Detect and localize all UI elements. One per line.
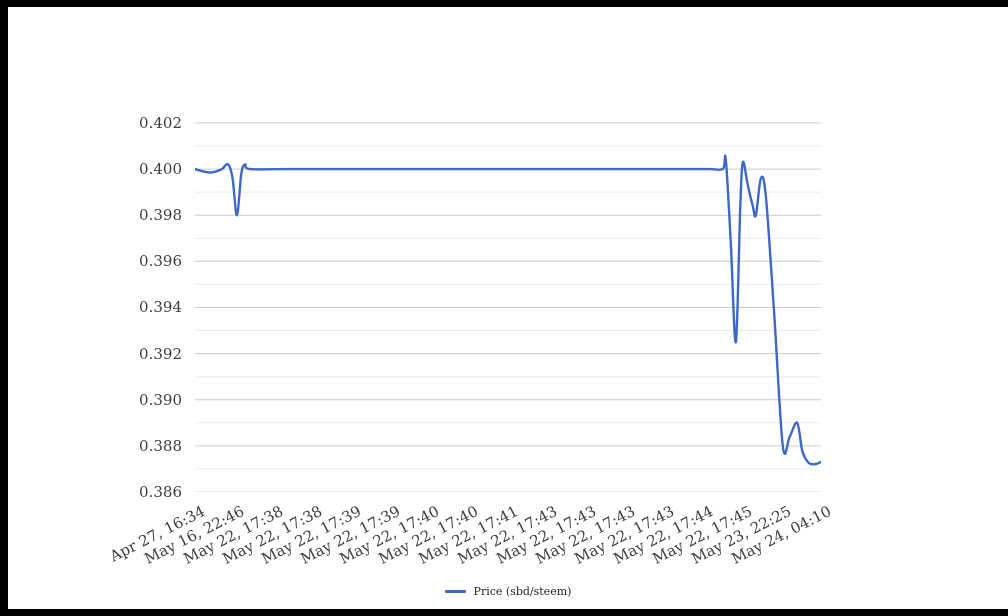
price-line-chart xyxy=(195,122,821,492)
y-axis-label: 0.394 xyxy=(139,298,182,317)
y-axis-label: 0.402 xyxy=(139,113,182,132)
legend-line-swatch xyxy=(444,589,466,593)
chart-canvas: 0.402 0.400 0.398 0.396 0.394 0.392 0.390 0.388… xyxy=(8,7,1008,609)
y-axis-label: 0.396 xyxy=(139,252,182,271)
y-axis-label: 0.388 xyxy=(139,436,182,455)
y-axis-label: 0.390 xyxy=(139,390,182,409)
legend: Price (sbd/steem) xyxy=(195,583,821,599)
price-series-line xyxy=(195,154,821,466)
y-axis-label: 0.392 xyxy=(139,344,182,363)
y-axis-label: 0.400 xyxy=(139,160,182,179)
y-axis-label: 0.386 xyxy=(139,483,182,501)
legend-series-label: Price (sbd/steem) xyxy=(473,584,572,598)
y-axis-label: 0.398 xyxy=(139,206,182,225)
minor-gridlines xyxy=(195,145,821,470)
